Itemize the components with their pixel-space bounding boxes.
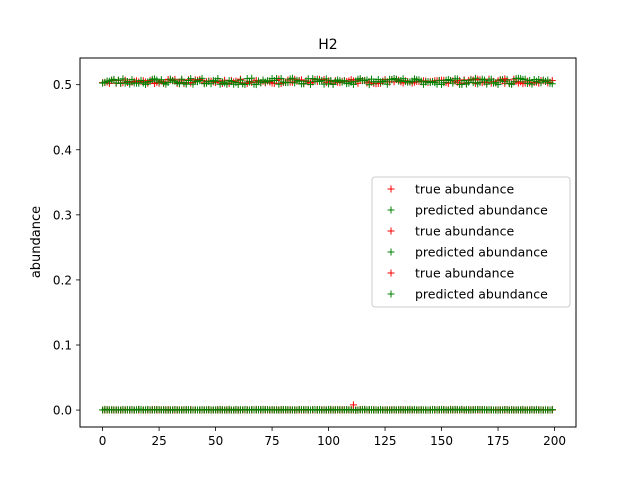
x-axis: 0 25 50 75 100 125 150 175 200 <box>99 427 566 448</box>
x-tick-label: 200 <box>543 434 566 448</box>
y-tick-label: 0.5 <box>53 78 72 92</box>
x-tick-label: 150 <box>430 434 453 448</box>
y-tick-label: 0.0 <box>53 404 72 418</box>
point <box>318 76 326 84</box>
x-tick-label: 0 <box>99 434 107 448</box>
point <box>383 80 391 88</box>
point <box>363 76 371 84</box>
chart-title: H2 <box>318 37 337 53</box>
point <box>449 79 457 87</box>
point <box>435 76 443 84</box>
y-tick-label: 0.3 <box>53 208 72 222</box>
point <box>214 75 222 83</box>
axes-frame <box>79 57 577 428</box>
y-tick-label: 0.1 <box>53 339 72 353</box>
point <box>365 81 373 89</box>
series-2 <box>99 74 556 89</box>
point <box>526 77 534 85</box>
point <box>236 76 244 84</box>
point <box>234 80 242 88</box>
point <box>469 79 477 87</box>
point <box>187 75 195 83</box>
point <box>248 74 256 82</box>
point <box>471 74 479 82</box>
point <box>119 75 127 83</box>
legend-label: true abundance <box>415 224 514 239</box>
y-tick-label: 0.2 <box>53 273 72 287</box>
legend-marker <box>387 269 395 277</box>
point <box>306 80 314 88</box>
point <box>198 74 206 82</box>
legend-label: true abundance <box>415 266 514 281</box>
legend-label: predicted abundance <box>415 245 548 260</box>
point <box>510 78 518 86</box>
point <box>182 80 190 88</box>
series-6 <box>99 406 556 414</box>
point <box>277 74 285 82</box>
legend-label: predicted abundance <box>415 203 548 218</box>
data-marks <box>99 74 556 414</box>
y-axis: 0.0 0.1 0.2 0.3 0.4 0.5 <box>53 78 80 418</box>
x-tick-label: 50 <box>208 434 223 448</box>
x-tick-label: 175 <box>487 434 510 448</box>
point <box>322 75 330 83</box>
point <box>528 80 536 88</box>
y-tick-label: 0.4 <box>53 143 72 157</box>
outliers <box>349 75 509 409</box>
point <box>252 81 260 89</box>
point <box>548 80 556 88</box>
point <box>288 74 296 82</box>
point <box>284 79 292 87</box>
point <box>494 81 502 89</box>
legend: true abundance predicted abundance true ab… <box>371 176 571 308</box>
point <box>126 80 134 88</box>
x-tick-label: 75 <box>264 434 279 448</box>
x-tick-label: 100 <box>317 434 340 448</box>
point <box>501 75 509 83</box>
legend-marker <box>387 248 395 256</box>
point <box>349 401 357 409</box>
y-axis-label: abundance <box>29 206 44 278</box>
legend-marker <box>387 227 395 235</box>
legend-label: predicted abundance <box>415 287 548 302</box>
point <box>487 75 495 83</box>
point <box>548 406 556 414</box>
legend-label: true abundance <box>415 182 514 197</box>
point <box>245 78 253 86</box>
x-tick-label: 25 <box>151 434 166 448</box>
point <box>327 76 335 84</box>
point <box>241 80 249 88</box>
point <box>521 75 529 83</box>
legend-marker <box>387 185 395 193</box>
point <box>453 75 461 83</box>
x-tick-label: 125 <box>374 434 397 448</box>
point <box>480 76 488 84</box>
legend-marker <box>387 206 395 214</box>
point <box>175 80 183 88</box>
legend-box <box>371 176 571 308</box>
legend-marker <box>387 290 395 298</box>
point <box>275 80 283 88</box>
point <box>110 75 118 83</box>
point <box>223 80 231 88</box>
